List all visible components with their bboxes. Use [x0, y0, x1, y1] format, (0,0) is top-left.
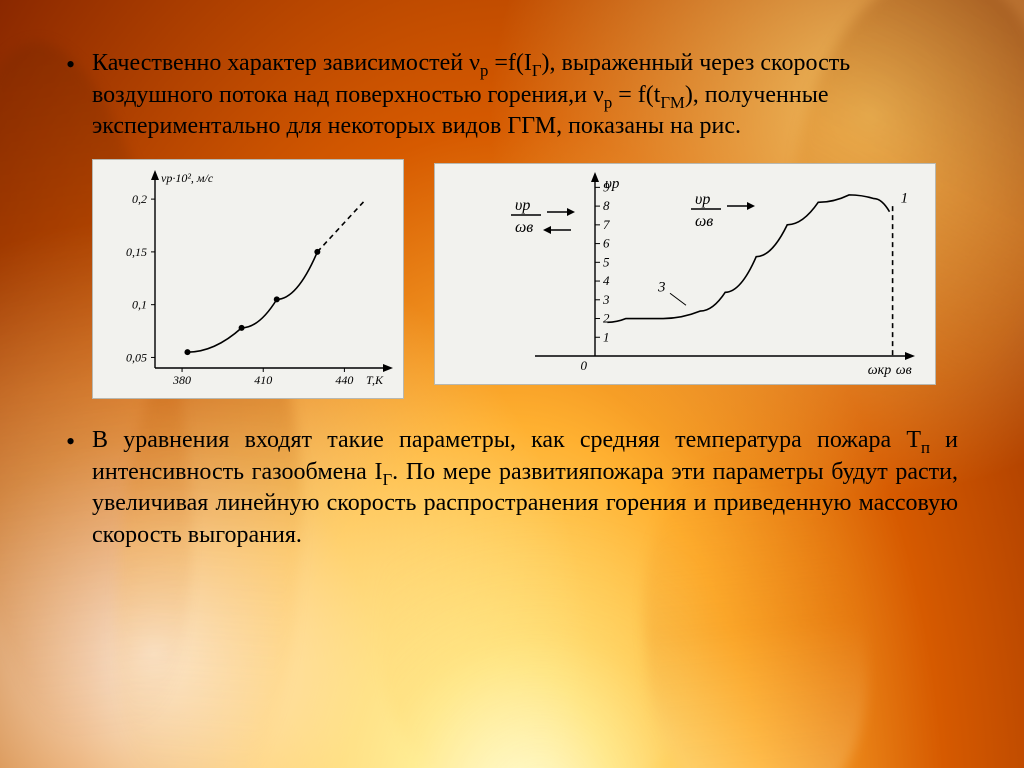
slide: Качественно характер зависимостей ν р =f(…: [0, 0, 1024, 768]
sub-p-small: п: [921, 438, 930, 457]
svg-text:380: 380: [172, 373, 191, 387]
svg-text:0,1: 0,1: [132, 298, 147, 312]
svg-text:2: 2: [603, 311, 610, 326]
sub-g: Г: [382, 469, 392, 488]
svg-text:vр·10², м/с: vр·10², м/с: [161, 171, 214, 185]
svg-text:υр: υр: [515, 197, 530, 214]
sub-gm: ГМ: [660, 92, 684, 111]
svg-text:7: 7: [603, 217, 610, 232]
chart-a: 0,05 0,1 0,15 0,2 380 410 440 vр·10², м/с Т,К: [92, 159, 404, 399]
svg-text:440: 440: [335, 373, 353, 387]
svg-text:Т,К: Т,К: [366, 373, 384, 387]
chart-b-svg: 1234567890υрωвυрυрωв31ωкрωв: [435, 164, 935, 384]
svg-text:3: 3: [657, 279, 666, 295]
para1-text: =f(I: [488, 50, 532, 76]
figure-row: 0,050,10,150,2380410440vр·10², м/сТ,К 12…: [66, 159, 958, 399]
bullet-1: Качественно характер зависимостей ν р =f(…: [66, 48, 958, 143]
svg-text:υр: υр: [695, 191, 710, 208]
para1-text: = f(t: [612, 82, 660, 108]
svg-text:ωкр: ωкр: [868, 363, 891, 378]
svg-text:6: 6: [603, 236, 610, 251]
svg-text:ωв: ωв: [515, 219, 533, 236]
bullet-2: В уравнения входят такие параметры, как …: [66, 425, 958, 552]
svg-text:ωв: ωв: [896, 363, 912, 378]
sub-g: Г: [532, 61, 542, 80]
para1-text: Качественно характер зависимостей ν: [92, 50, 480, 76]
svg-text:3: 3: [602, 292, 610, 307]
chart-b: 1234567890υрωвυрυрωв31ωкрωв: [434, 163, 936, 385]
slide-content: Качественно характер зависимостей ν р =f(…: [0, 0, 1024, 768]
svg-text:0,2: 0,2: [132, 192, 147, 206]
svg-text:5: 5: [603, 254, 610, 269]
svg-text:0,15: 0,15: [126, 245, 147, 259]
svg-text:410: 410: [254, 373, 272, 387]
chart-a-svg: 0,05 0,1 0,15 0,2 380 410 440 vр·10², м/с Т,К: [93, 160, 403, 398]
svg-text:0: 0: [581, 358, 588, 373]
svg-text:ωв: ωв: [695, 213, 713, 230]
svg-text:8: 8: [603, 198, 610, 213]
svg-text:0,05: 0,05: [126, 350, 147, 364]
svg-text:1: 1: [603, 329, 610, 344]
svg-text:4: 4: [603, 273, 610, 288]
svg-text:1: 1: [901, 190, 909, 206]
svg-text:υр: υр: [605, 176, 620, 192]
sub-p: р: [604, 92, 612, 111]
para2-text: В уравнения входят такие параметры, как …: [92, 427, 921, 453]
